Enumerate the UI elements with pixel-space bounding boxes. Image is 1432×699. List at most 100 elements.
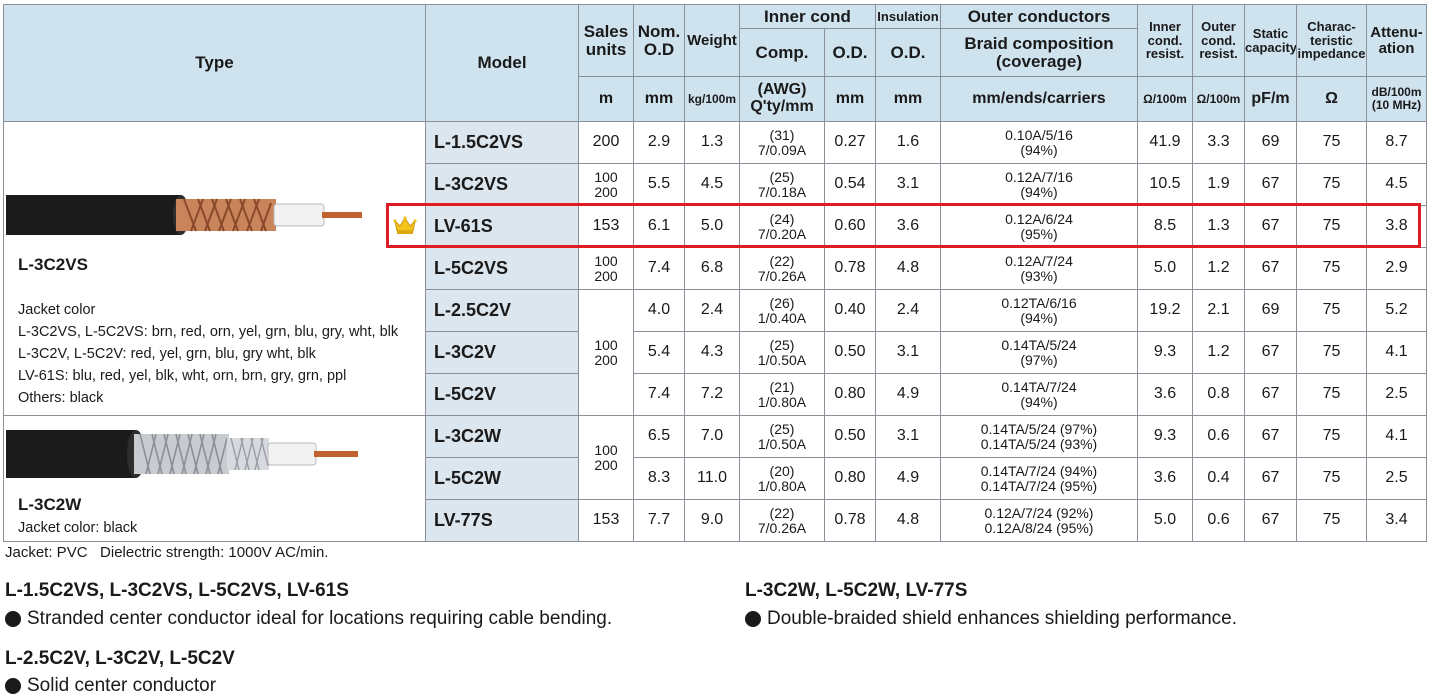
- inner-resist-cell: 8.5: [1137, 205, 1193, 248]
- od-cell: 7.4: [633, 247, 685, 290]
- braid-cell: 0.14TA/5/24 (97%) 0.14TA/5/24 (93%): [940, 415, 1138, 458]
- table-row: L-3C2V 5.4 4.3 (25) 1/0.50A 0.50 3.1 0.14…: [4, 331, 1427, 374]
- model-cell: L-3C2VS: [425, 163, 579, 206]
- unit-inner-resist: Ω/100m: [1137, 76, 1193, 122]
- outer-resist-cell: 1.9: [1192, 163, 1245, 206]
- capacity-cell: 67: [1244, 205, 1297, 248]
- ins-od-cell: 2.4: [875, 289, 941, 332]
- units-cell: 153: [578, 499, 634, 542]
- inner-resist-cell: 19.2: [1137, 289, 1193, 332]
- unit-outer-resist: Ω/100m: [1192, 76, 1245, 122]
- outer-resist-cell: 0.6: [1192, 499, 1245, 542]
- impedance-cell: 75: [1296, 415, 1367, 458]
- weight-cell: 11.0: [684, 457, 740, 500]
- header-weight: Weight: [684, 4, 740, 77]
- impedance-cell: 75: [1296, 121, 1367, 164]
- outer-resist-cell: 0.6: [1192, 415, 1245, 458]
- od-cell: 5.5: [633, 163, 685, 206]
- ins-od-cell: 3.1: [875, 331, 941, 374]
- table-row: L-5C2VS 100 200 7.4 6.8 (22) 7/0.26A 0.78 …: [4, 247, 1427, 290]
- od-cell: 2.9: [633, 121, 685, 164]
- outer-resist-cell: 2.1: [1192, 289, 1245, 332]
- inner-od-cell: 0.54: [824, 163, 876, 206]
- model-cell: L-2.5C2V: [425, 289, 579, 332]
- outer-resist-cell: 1.3: [1192, 205, 1245, 248]
- inner-resist-cell: 9.3: [1137, 415, 1193, 458]
- braid-cell: 0.12A/7/24 (92%) 0.12A/8/24 (95%): [940, 499, 1138, 542]
- inner-resist-cell: 3.6: [1137, 373, 1193, 416]
- braid-cell: 0.14TA/7/24 (94%) 0.14TA/7/24 (95%): [940, 457, 1138, 500]
- header-outer-cond-resist: Outer cond. resist.: [1192, 4, 1245, 77]
- impedance-cell: 75: [1296, 457, 1367, 500]
- feature-heading-double-braid: L-3C2W, L-5C2W, LV-77S: [745, 580, 968, 601]
- jacket-color-text-2: Jacket color: black: [18, 520, 138, 536]
- inner-resist-cell: 10.5: [1137, 163, 1193, 206]
- table-row: L-3C2VS 100 200 5.5 4.5 (25) 7/0.18A 0.54 …: [4, 163, 1427, 206]
- outer-resist-cell: 1.2: [1192, 331, 1245, 374]
- cable-image-l3c2w: [6, 430, 358, 478]
- outer-resist-cell: 0.8: [1192, 373, 1245, 416]
- table-row: L-3C2W Jacket color: black L-3C2W 100 200…: [3, 415, 1427, 542]
- model-cell: L-1.5C2VS: [425, 121, 579, 164]
- feature-text-stranded: Stranded center conductor ideal for loca…: [5, 608, 612, 630]
- header-static-capacity: Static capacity: [1244, 4, 1297, 77]
- inner-od-cell: 0.80: [824, 373, 876, 416]
- model-cell: LV-77S: [425, 499, 579, 542]
- attenuation-cell: 2.9: [1366, 247, 1427, 290]
- od-cell: 6.1: [633, 205, 685, 248]
- outer-resist-cell: 0.4: [1192, 457, 1245, 500]
- od-cell: 6.5: [633, 415, 685, 458]
- unit-sales: m: [578, 76, 634, 122]
- inner-od-cell: 0.50: [824, 331, 876, 374]
- impedance-cell: 75: [1296, 205, 1367, 248]
- comp-cell: (25) 1/0.50A: [739, 331, 825, 374]
- unit-attenuation: dB/100m (10 MHz): [1366, 76, 1427, 122]
- od-cell: 7.4: [633, 373, 685, 416]
- unit-ins-od: mm: [875, 76, 941, 122]
- header-outer-conductors: Outer conductors: [940, 4, 1138, 29]
- header-insulation: Insulation: [875, 4, 941, 29]
- od-cell: 7.7: [633, 499, 685, 542]
- weight-cell: 9.0: [684, 499, 740, 542]
- inner-resist-cell: 5.0: [1137, 499, 1193, 542]
- table-row: L-5C2W 8.3 11.0 (20) 1/0.80A 0.80 4.9 0.1…: [4, 457, 1427, 500]
- crown-icon: [393, 216, 417, 234]
- comp-cell: (21) 1/0.80A: [739, 373, 825, 416]
- comp-cell: (25) 1/0.50A: [739, 415, 825, 458]
- table-row: L-3C2VS Jacket color L-3C2VS, L-5C2VS: b…: [3, 121, 1427, 416]
- type-cell-group-1: L-3C2VS Jacket color L-3C2VS, L-5C2VS: b…: [3, 121, 426, 416]
- impedance-cell: 75: [1296, 331, 1367, 374]
- units-cell: 100 200: [578, 163, 634, 206]
- attenuation-cell: 4.1: [1366, 415, 1427, 458]
- header-inner-cond-resist: Inner cond. resist.: [1137, 4, 1193, 77]
- header-inner-od: O.D.: [824, 28, 876, 77]
- ins-od-cell: 3.1: [875, 415, 941, 458]
- capacity-cell: 67: [1244, 415, 1297, 458]
- impedance-cell: 75: [1296, 499, 1367, 542]
- capacity-cell: 67: [1244, 331, 1297, 374]
- table-row: LV-61S 153 6.1 5.0 (24) 7/0.20A 0.60 3.6 …: [4, 205, 1427, 248]
- inner-od-cell: 0.60: [824, 205, 876, 248]
- unit-braid: mm/ends/carriers: [940, 76, 1138, 122]
- capacity-cell: 67: [1244, 457, 1297, 500]
- braid-cell: 0.14TA/7/24 (94%): [940, 373, 1138, 416]
- inner-od-cell: 0.78: [824, 499, 876, 542]
- weight-cell: 2.4: [684, 289, 740, 332]
- header-braid: Braid composition (coverage): [940, 28, 1138, 77]
- braid-cell: 0.12TA/6/16 (94%): [940, 289, 1138, 332]
- jacket-color-text-1: Jacket color L-3C2VS, L-5C2VS: brn, red,…: [18, 302, 399, 406]
- attenuation-cell: 4.5: [1366, 163, 1427, 206]
- weight-cell: 4.5: [684, 163, 740, 206]
- feature-text-double-braid: Double-braided shield enhances shielding…: [745, 608, 1237, 630]
- attenuation-cell: 2.5: [1366, 457, 1427, 500]
- braid-cell: 0.12A/6/24 (95%): [940, 205, 1138, 248]
- braid-cell: 0.14TA/5/24 (97%): [940, 331, 1138, 374]
- ins-od-cell: 1.6: [875, 121, 941, 164]
- attenuation-cell: 5.2: [1366, 289, 1427, 332]
- table-row: L-2.5C2V 100 200 4.0 2.4 (26) 1/0.40A 0.40…: [4, 289, 1427, 416]
- header-comp: Comp.: [739, 28, 825, 77]
- inner-od-cell: 0.78: [824, 247, 876, 290]
- capacity-cell: 67: [1244, 247, 1297, 290]
- table-row: LV-77S 153 7.7 9.0 (22) 7/0.26A 0.78 4.8 …: [4, 499, 1427, 542]
- capacity-cell: 69: [1244, 121, 1297, 164]
